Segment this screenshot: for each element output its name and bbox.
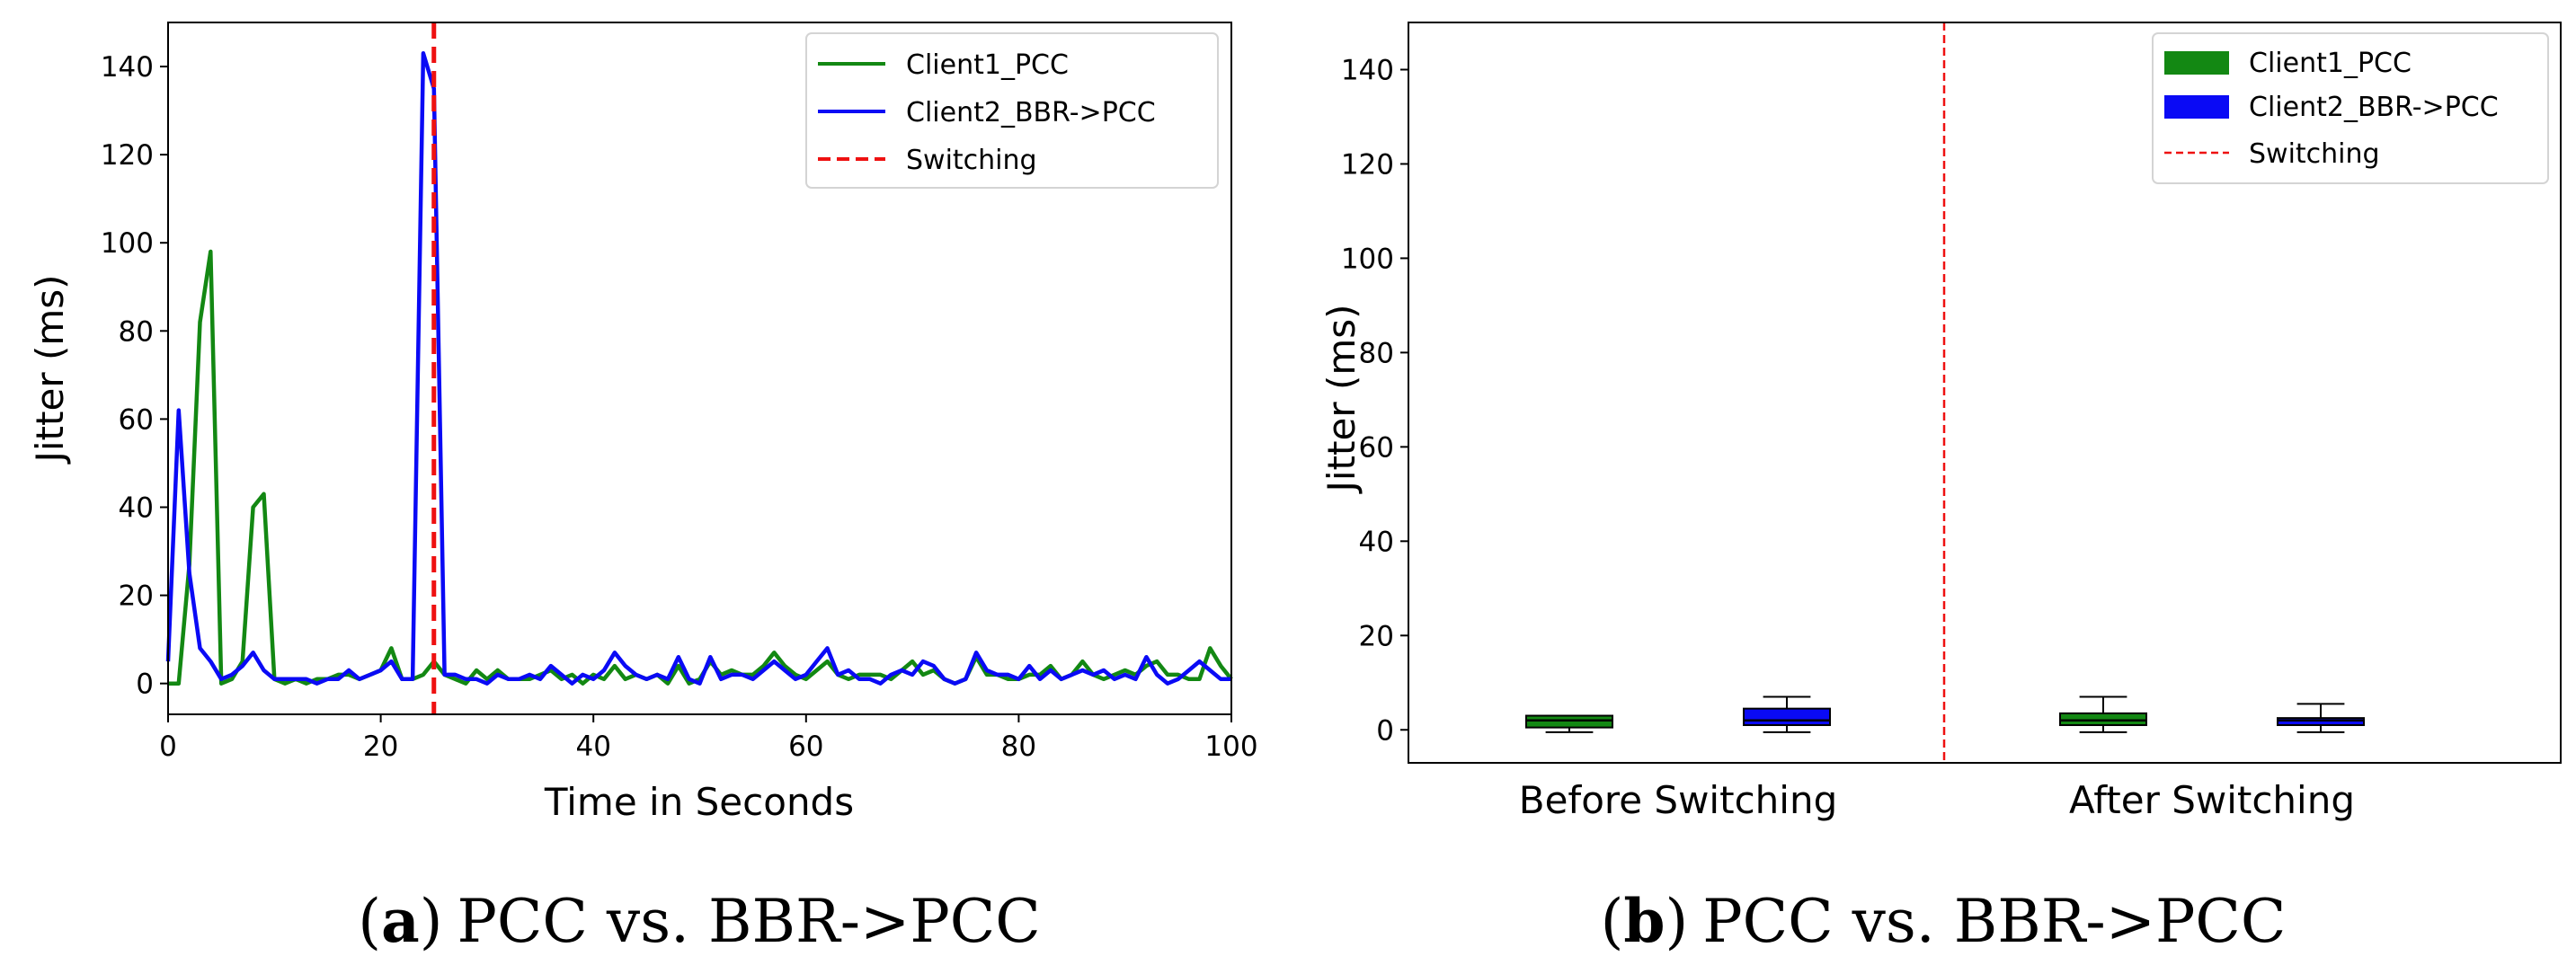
panel-b-y-tick-label: 100 xyxy=(1341,243,1394,275)
panel-b-legend-swatch-client1 xyxy=(2164,51,2229,75)
panel-a-series-line-2 xyxy=(165,51,1231,686)
panel-a-plot-lines xyxy=(165,51,1233,686)
panel-a-x-tick-label: 40 xyxy=(575,730,610,763)
panel-a-y-tick-label: 60 xyxy=(119,403,154,436)
panel-a-y-tick-label: 100 xyxy=(101,227,154,260)
panel-b-y-tick-label: 40 xyxy=(1359,526,1394,558)
caption-b-letter: b xyxy=(1623,886,1665,956)
panel-b-legend-swatch-client2 xyxy=(2164,95,2229,119)
panel-a-x-tick-label: 20 xyxy=(363,730,398,763)
panel-a-y-tick-label: 20 xyxy=(119,580,154,613)
panel-a-x-tick-label: 0 xyxy=(159,730,177,763)
panel-b-legend-box xyxy=(2152,32,2549,184)
panel-b-legend-label-switching: Switching xyxy=(2249,138,2380,170)
caption-b-open-paren: ( xyxy=(1601,887,1624,956)
panel-a-y-ticks: 0 20 40 60 80 100 120 140 xyxy=(101,51,168,701)
panel-b-box-1-2 xyxy=(2059,695,2147,733)
panel-b-y-tick-label: 80 xyxy=(1359,337,1394,369)
panel-a-x-tick-label: 60 xyxy=(788,730,823,763)
panel-a-y-axis-label: Jitter (ms) xyxy=(28,274,72,465)
panel-a-x-tick-label: 80 xyxy=(1001,730,1036,763)
panel-a-x-axis-label: Time in Seconds xyxy=(544,780,854,824)
panel-b-y-axis-label: Jitter (ms) xyxy=(1319,304,1364,494)
caption-b-text: PCC vs. BBR->PCC xyxy=(1702,887,2286,956)
panel-b-box-chart: 0 20 40 60 80 100 120 140 Before Switching After… xyxy=(1319,22,2562,822)
caption-b: (b) PCC vs. BBR->PCC xyxy=(1601,886,2287,956)
panel-a-y-tick-label: 40 xyxy=(119,491,154,524)
panel-a-legend: Client1_PCC Client2_BBR->PCC Switching xyxy=(805,32,1219,189)
caption-b-close-paren: ) xyxy=(1665,887,1688,956)
panel-a-series-line-1 xyxy=(168,249,1233,686)
panel-b-y-tick-label: 120 xyxy=(1341,148,1394,181)
caption-a-text: PCC vs. BBR->PCC xyxy=(457,887,1041,956)
panel-a-legend-label-switching: Switching xyxy=(906,145,1037,176)
panel-a-x-tick-label: 100 xyxy=(1204,730,1257,763)
panel-b-y-tick-label: 0 xyxy=(1376,714,1394,747)
caption-a: (a) PCC vs. BBR->PCC xyxy=(358,886,1040,956)
caption-a-letter: a xyxy=(381,886,420,956)
panel-b-legend-label-client2: Client2_BBR->PCC xyxy=(2249,92,2499,123)
panel-a-y-tick-label: 80 xyxy=(119,315,154,348)
panel-b-y-tick-label: 20 xyxy=(1359,620,1394,652)
panel-a-y-tick-label: 0 xyxy=(136,669,154,701)
caption-a-open-paren: ( xyxy=(358,887,381,956)
panel-b-x-ticks: Before Switching After Switching xyxy=(1519,778,2355,822)
panel-a-x-ticks: 0 20 40 60 80 100 xyxy=(159,714,1258,763)
panel-b-legend-label-client1: Client1_PCC xyxy=(2249,48,2412,79)
panel-a-legend-label-client2: Client2_BBR->PCC xyxy=(906,97,1156,128)
panel-a-y-tick-label: 120 xyxy=(101,139,154,172)
panel-b-boxes xyxy=(1525,695,2365,733)
panel-a-line-chart: 0 20 40 60 80 100 120 140 0 20 40 60 80 100 Time in … xyxy=(28,22,1258,824)
panel-b-box-1-1 xyxy=(1525,714,1613,733)
panel-a-plot-frame xyxy=(167,22,1232,715)
panel-b-plot-frame xyxy=(1408,22,2562,764)
caption-a-close-paren: ) xyxy=(420,887,443,956)
panel-a-legend-label-client1: Client1_PCC xyxy=(906,49,1069,81)
panel-b-y-ticks: 0 20 40 60 80 100 120 140 xyxy=(1341,54,1408,747)
panel-b-x-tick-label: After Switching xyxy=(2069,778,2355,822)
panel-b-legend: Client1_PCC Client2_BBR->PCC Switching xyxy=(2152,32,2549,184)
panel-a-legend-box xyxy=(805,32,1219,189)
panel-b-x-tick-label: Before Switching xyxy=(1519,778,1837,822)
panel-b-y-tick-label: 60 xyxy=(1359,431,1394,464)
panel-a-y-tick-label: 140 xyxy=(101,51,154,84)
panel-b-y-tick-label: 140 xyxy=(1341,54,1394,86)
panel-b-box-2-1 xyxy=(1743,695,1831,733)
panel-b-box-2-2 xyxy=(2277,703,2365,733)
